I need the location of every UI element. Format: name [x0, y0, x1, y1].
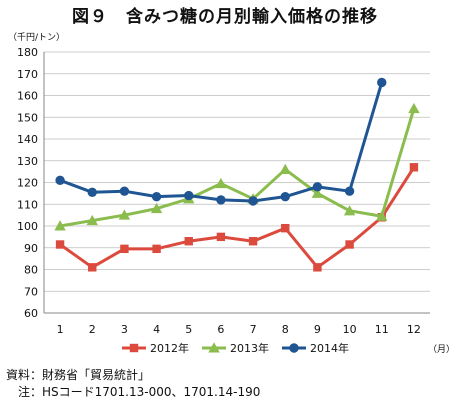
legend-item: 2014年: [282, 341, 349, 355]
data-point: [280, 191, 290, 202]
x-axis-label: （月）: [428, 344, 450, 355]
x-tick-label: 11: [375, 323, 389, 336]
series-line: [59, 108, 416, 228]
x-tick-label: 2: [89, 323, 96, 336]
series-group: [54, 77, 420, 272]
data-point: [279, 163, 291, 175]
y-axis-label: （千円/トン）: [8, 32, 65, 43]
data-point: [216, 195, 226, 205]
data-point: [248, 237, 258, 246]
data-point: [150, 202, 163, 214]
x-tick-label: 6: [217, 323, 224, 336]
data-point: [313, 263, 322, 272]
y-tick-label: 160: [17, 90, 38, 103]
data-point: [377, 77, 387, 88]
data-point: [345, 240, 354, 249]
data-point: [343, 205, 356, 216]
y-tick-label: 120: [17, 177, 38, 190]
y-tick-label: 100: [17, 220, 38, 233]
y-tick-label: 180: [17, 46, 38, 59]
y-tick-label: 150: [17, 111, 38, 124]
source-text: 資料：財務省「貿易統計」: [6, 368, 151, 382]
y-tick-label: 140: [17, 133, 38, 146]
x-tick-label: 12: [407, 323, 421, 336]
chart-title: 図９ 含みつ糖の月別輸入価格の推移: [72, 7, 378, 27]
series-2014年: [55, 77, 387, 206]
series-line: [59, 166, 416, 269]
data-point: [184, 190, 194, 201]
note-text: 注：HSコード1701.13-000、1701.14-190: [6, 385, 261, 399]
data-point: [184, 237, 193, 246]
axes: [43, 52, 430, 314]
y-tick-label: 60: [24, 307, 38, 320]
series-2013年: [54, 102, 420, 231]
data-point: [87, 187, 97, 197]
data-point: [55, 175, 65, 186]
y-tick-label: 130: [17, 155, 38, 168]
y-tick-label: 70: [24, 285, 38, 298]
data-point: [215, 177, 227, 189]
data-point: [55, 240, 65, 249]
x-tick-label: 9: [314, 323, 321, 336]
data-point: [86, 214, 98, 226]
legend-item: 2013年: [202, 341, 269, 355]
data-point: [120, 244, 129, 254]
legend: 2012年 2013年 2014年: [122, 341, 349, 355]
data-point: [118, 209, 131, 220]
gridlines: [44, 51, 430, 314]
data-point: [289, 343, 299, 353]
x-tick-label: 10: [343, 323, 357, 336]
y-tick-label: 110: [17, 198, 38, 211]
x-tick-label: 3: [121, 323, 128, 336]
x-tick-label: 5: [185, 323, 192, 336]
data-point: [311, 187, 324, 198]
x-tick-label: 1: [57, 323, 64, 336]
x-tick-labels: 1 2 3 4 5 6 7 8 9 10 11 12: [57, 323, 421, 336]
data-point: [152, 244, 161, 254]
data-point: [408, 102, 420, 114]
data-point: [409, 163, 419, 172]
y-tick-labels: 60 70 80 90 100 110 120 130 140 150 160 170 180: [17, 46, 38, 320]
y-tick-label: 90: [24, 242, 38, 255]
x-tick-label: 8: [282, 323, 289, 336]
y-tick-label: 170: [17, 68, 38, 81]
y-tick-label: 80: [24, 264, 38, 277]
data-point: [344, 186, 355, 196]
data-point: [248, 196, 258, 206]
legend-label: 2012年: [150, 341, 189, 355]
data-point: [312, 182, 323, 192]
legend-item: 2012年: [122, 341, 189, 355]
data-point: [281, 223, 290, 233]
data-point: [54, 220, 66, 231]
data-point: [376, 210, 388, 221]
x-tick-label: 7: [250, 323, 257, 336]
data-point: [88, 263, 97, 272]
data-point: [208, 342, 220, 353]
data-point: [119, 186, 130, 196]
data-point: [216, 232, 226, 242]
x-tick-label: 4: [153, 323, 160, 336]
legend-label: 2014年: [310, 341, 349, 355]
data-point: [129, 343, 139, 353]
legend-label: 2013年: [230, 341, 269, 355]
data-point: [151, 191, 162, 202]
